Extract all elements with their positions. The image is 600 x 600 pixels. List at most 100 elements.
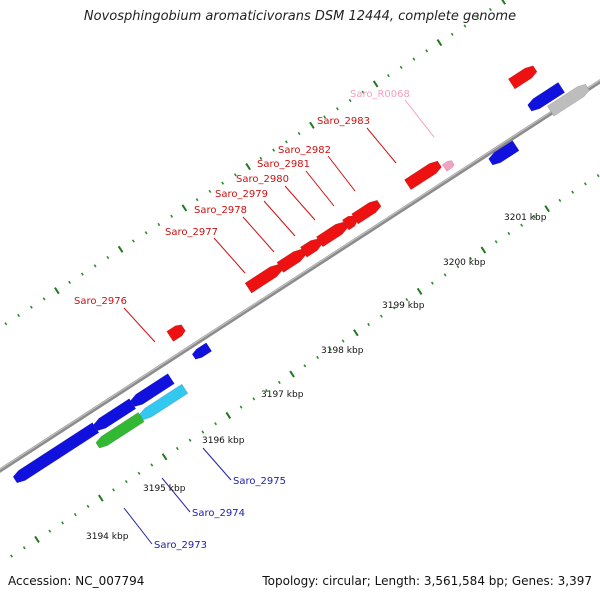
outer-ring-minor-tick <box>361 90 365 94</box>
callout-line-saro-2973 <box>123 507 153 545</box>
inner-ring-minor-tick <box>61 521 64 525</box>
scale-label-3201: 3201 kbp <box>504 213 547 223</box>
inner-ring-major-tick <box>161 453 168 461</box>
outer-ring-minor-tick <box>170 214 174 218</box>
gene-label-saro-2980: Saro_2980 <box>236 174 289 185</box>
inner-ring-minor-tick <box>214 422 218 426</box>
inner-ring-minor-tick <box>583 182 587 186</box>
outer-ring-minor-tick <box>463 24 467 28</box>
outer-ring-minor-tick <box>386 74 390 78</box>
outer-ring-minor-tick <box>195 198 199 202</box>
gene-saro-2982 <box>351 199 382 225</box>
inner-ring-minor-tick <box>507 231 511 236</box>
callout-line-saro-r0068 <box>404 99 435 138</box>
outer-ring-minor-tick <box>131 239 135 243</box>
genome-title: Novosphingobium aromaticivorans DSM 1244… <box>83 9 517 24</box>
gene-saro-2977 <box>244 264 283 294</box>
inner-ring-minor-tick <box>469 256 473 260</box>
gene-label-saro-2974: Saro_2974 <box>192 508 245 519</box>
inner-ring-minor-tick <box>175 446 179 451</box>
outer-ring-minor-tick <box>42 297 46 301</box>
scale-label-3199: 3199 kbp <box>382 301 425 311</box>
inner-ring-minor-tick <box>201 430 205 434</box>
outer-ring-minor-tick <box>17 313 21 318</box>
inner-ring-minor-tick <box>22 546 26 550</box>
scale-labels: 3194 kbp 3195 kbp 3196 kbp 3197 kbp 3198 kbp… <box>86 213 547 542</box>
gene-label-saro-2978: Saro_2978 <box>194 205 247 216</box>
inner-ring-minor-tick <box>571 190 575 194</box>
callout-line-saro-2983 <box>366 127 397 164</box>
callout-line-saro-2977 <box>213 237 246 274</box>
inner-ring-major-tick <box>544 205 550 213</box>
outer-ring-minor-tick <box>221 181 225 185</box>
gene-label-saro-2982: Saro_2982 <box>278 145 331 156</box>
inner-ring-minor-tick <box>520 223 524 227</box>
outer-ring-minor-tick <box>259 156 263 160</box>
outer-ring-minor-tick <box>425 49 429 53</box>
outer-ring-minor-tick <box>4 322 8 326</box>
callout-line-saro-2978 <box>242 216 275 253</box>
inner-ring-minor-tick <box>303 364 307 368</box>
gene-callouts: Saro_R0068 Saro_2983 Saro_2982 Saro_2981 Sar… <box>74 89 435 551</box>
inner-ring-minor-tick <box>277 380 281 384</box>
outer-ring-minor-tick <box>284 140 288 144</box>
callout-line-saro-2979 <box>263 200 296 237</box>
gene-saro-2974 <box>139 383 189 421</box>
outer-ring-minor-tick <box>323 115 327 119</box>
inner-ring-minor-tick <box>328 347 332 351</box>
inner-ring-minor-tick <box>10 554 13 558</box>
backbone-highlight <box>0 79 600 470</box>
callout-line-saro-2982 <box>327 155 356 192</box>
inner-ring-minor-tick <box>86 504 90 508</box>
inner-ring-minor-tick <box>73 513 77 517</box>
gene-saro-2983 <box>403 160 442 191</box>
inner-ring-minor-tick <box>239 405 243 409</box>
inner-ring-minor-tick <box>124 479 128 484</box>
gene-label-saro-2979: Saro_2979 <box>215 189 268 200</box>
outer-ring-minor-tick <box>233 173 237 177</box>
callout-line-saro-2975 <box>202 447 232 481</box>
scale-label-3195: 3195 kbp <box>143 484 186 494</box>
topology-text: Topology: circular; Length: 3,561,584 bp… <box>262 574 592 588</box>
scale-label-3194: 3194 kbp <box>86 532 129 542</box>
inner-ring-major-tick <box>289 370 295 378</box>
outer-ring-minor-tick <box>144 231 148 235</box>
outer-ring-minor-tick <box>489 7 492 12</box>
callout-line-saro-2974 <box>161 477 191 513</box>
outer-ring-major-tick <box>181 204 188 212</box>
inner-ring-minor-tick <box>392 306 396 310</box>
inner-ring-major-tick <box>480 246 487 254</box>
outer-ring-minor-tick <box>157 222 161 227</box>
gene-reverse-b <box>93 398 137 431</box>
outer-ring-major-tick <box>372 80 379 88</box>
inner-ring-minor-tick <box>316 355 320 360</box>
inner-ring-minor-tick <box>430 281 434 285</box>
gene-label-saro-2975: Saro_2975 <box>233 476 286 487</box>
backbone-line <box>0 79 600 473</box>
outer-ring-minor-tick <box>208 189 212 194</box>
outer-ring-minor-tick <box>80 272 84 276</box>
inner-ring-minor-tick <box>137 471 141 475</box>
inner-ring-minor-tick <box>532 215 536 219</box>
outer-ring-major-tick <box>54 287 60 295</box>
gene-reverse-small <box>191 342 213 360</box>
outer-ring-major-tick <box>117 245 124 253</box>
inner-ring-minor-tick <box>48 529 52 533</box>
inner-ring-major-tick <box>34 535 40 544</box>
inner-ring-minor-tick <box>443 273 447 277</box>
callout-line-saro-2976 <box>123 307 156 343</box>
gene-label-saro-2977: Saro_2977 <box>165 227 218 238</box>
genome-backbone <box>0 79 600 473</box>
gene-forward-right <box>507 65 538 90</box>
outer-ring-major-tick <box>436 39 443 47</box>
gene-label-saro-r0068: Saro_R0068 <box>350 89 410 100</box>
scale-label-3197: 3197 kbp <box>261 390 304 400</box>
outer-ring-minor-tick <box>29 305 33 309</box>
outer-ring-minor-tick <box>106 255 110 260</box>
outer-ring-minor-tick <box>272 148 276 152</box>
inner-ring-major-tick <box>225 411 232 419</box>
gene-gray <box>546 83 590 117</box>
scale-label-3200: 3200 kbp <box>443 258 486 268</box>
gene-label-saro-2973: Saro_2973 <box>154 540 207 551</box>
gene-reverse-right-a <box>488 140 520 166</box>
